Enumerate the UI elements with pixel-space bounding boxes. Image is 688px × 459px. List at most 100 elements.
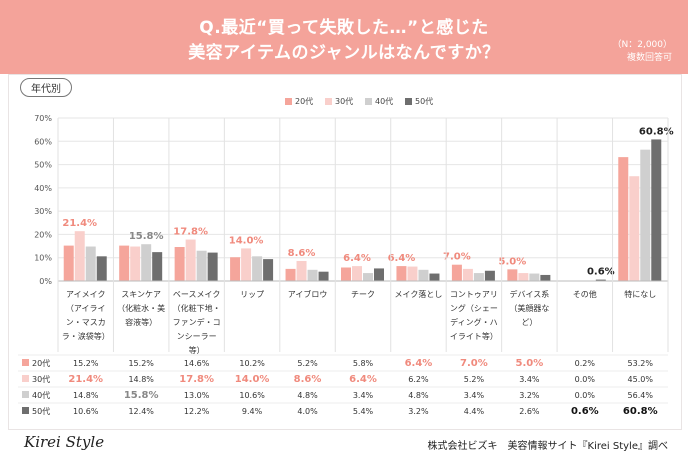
bar <box>640 149 651 281</box>
table-cell: 6.4% <box>405 358 433 369</box>
title-line-2: 美容アイテムのジャンルはなんですか？ <box>188 43 500 63</box>
table-cell: 6.2% <box>408 375 429 384</box>
bar <box>473 273 484 281</box>
table-cell: 5.2% <box>297 359 318 368</box>
table-cell: 2.6% <box>519 407 540 416</box>
table-cell: 14.6% <box>184 359 210 368</box>
table-cell: 0.2% <box>575 359 596 368</box>
table-cell: 5.4% <box>353 407 374 416</box>
category-label: コントゥアリ <box>450 290 498 299</box>
bar <box>263 259 274 281</box>
data-callout: 60.8% <box>639 126 674 137</box>
table-cell: 3.4% <box>519 375 540 384</box>
legend-label: 20代 <box>295 96 313 106</box>
category-label: その他 <box>573 289 597 299</box>
table-cell: 15.2% <box>73 359 99 368</box>
category-label: ファンデ・コ <box>173 317 221 327</box>
category-label: ど） <box>521 318 537 327</box>
data-callout: 6.4% <box>343 253 371 264</box>
data-callout: 7.0% <box>443 252 471 263</box>
bar <box>241 248 252 281</box>
bar <box>418 269 429 281</box>
table-cell: 5.2% <box>464 375 485 384</box>
bar <box>174 247 185 281</box>
bar <box>462 268 473 281</box>
bar <box>296 260 307 281</box>
bar <box>207 252 218 281</box>
bar <box>518 273 529 281</box>
category-label: デバイス系 <box>509 289 549 299</box>
table-cell: 14.8% <box>73 391 99 400</box>
data-callout: 0.6% <box>587 267 615 278</box>
table-cell: 3.2% <box>519 391 540 400</box>
title-line-1: Q.最近“買って失敗した…”と感じた <box>199 18 489 38</box>
bar <box>63 245 74 281</box>
legend-label: 40代 <box>375 96 393 106</box>
bar <box>429 273 440 281</box>
table-cell: 10.6% <box>239 391 265 400</box>
table-cell: 56.4% <box>628 391 654 400</box>
table-cell: 3.4% <box>464 391 485 400</box>
category-label: チーク <box>351 290 375 299</box>
y-tick-label: 50% <box>34 161 52 170</box>
data-callout: 8.6% <box>288 248 316 259</box>
header-banner: Q.最近“買って失敗した…”と感じた 美容アイテムのジャンルはなんですか？ （N… <box>0 0 688 74</box>
category-label: アイブロウ <box>288 289 328 299</box>
data-callout: 17.8% <box>173 227 208 238</box>
table-cell: 60.8% <box>623 406 658 417</box>
table-cell: 14.0% <box>235 374 270 385</box>
group-label: 年代別 <box>20 78 72 97</box>
table-cell: 15.2% <box>128 359 154 368</box>
bar <box>141 244 152 281</box>
table-cell: 6.4% <box>349 374 377 385</box>
data-callout: 14.0% <box>229 235 264 246</box>
table-cell: 5.0% <box>515 358 543 369</box>
table-cell: 15.8% <box>124 390 159 401</box>
category-label: ング（シェー <box>450 303 498 313</box>
bar <box>374 268 384 281</box>
table-cell: 13.0% <box>184 391 210 400</box>
bar <box>152 252 163 281</box>
table-cell: 4.4% <box>464 407 485 416</box>
table-cell: 4.8% <box>297 391 318 400</box>
bar <box>318 271 329 281</box>
y-tick-label: 60% <box>34 137 52 146</box>
table-cell: 10.6% <box>73 407 99 416</box>
table-cell: 0.0% <box>575 375 596 384</box>
data-callout: 5.0% <box>498 256 526 267</box>
category-label: メイク落とし <box>395 289 443 299</box>
legend-swatch <box>365 98 372 105</box>
legend-label: 50代 <box>415 96 433 106</box>
table-cell: 53.2% <box>628 359 654 368</box>
category-label: ン・マスカ <box>66 318 106 327</box>
table-cell: 3.2% <box>408 407 429 416</box>
bar <box>451 264 462 281</box>
bar <box>352 266 362 281</box>
category-label: 特になし <box>624 289 656 299</box>
category-label: リップ <box>240 290 264 299</box>
table-cell: 5.8% <box>353 359 374 368</box>
bar <box>85 246 96 281</box>
bar <box>396 266 407 281</box>
legend-swatch <box>325 98 332 105</box>
table-row-label: 50代 <box>32 406 50 416</box>
table-cell: 12.4% <box>128 407 154 416</box>
table-cell: 3.4% <box>353 391 374 400</box>
category-label: ディング・ハ <box>450 317 497 327</box>
bar <box>407 266 418 281</box>
category-label: （化粧下地・ <box>173 303 221 313</box>
table-cell: 7.0% <box>460 358 488 369</box>
category-label: ベースメイク <box>173 290 220 299</box>
table-cell: 10.2% <box>239 359 265 368</box>
category-label: （アイライ <box>66 304 106 313</box>
sample-size: （N：2,000） <box>612 40 673 50</box>
legend-label: 30代 <box>335 96 353 106</box>
data-callout: 21.4% <box>62 218 97 229</box>
bar <box>196 250 207 281</box>
table-cell: 4.0% <box>297 407 318 416</box>
y-tick-label: 30% <box>34 207 52 216</box>
table-cell: 12.2% <box>184 407 210 416</box>
bar <box>230 257 241 281</box>
category-label: （美顔器な <box>509 303 549 313</box>
